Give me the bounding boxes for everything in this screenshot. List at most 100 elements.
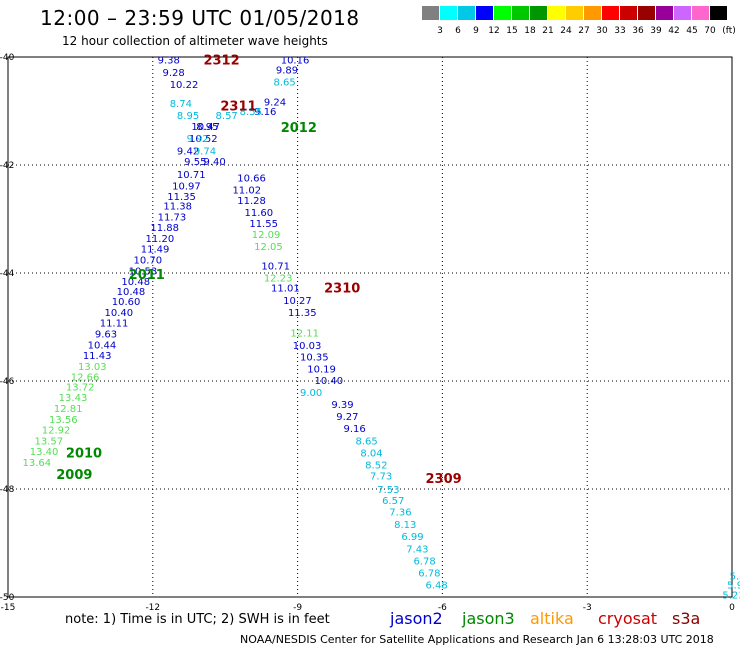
color-swatch (458, 6, 475, 20)
data-point-jason2: 11.60 (245, 208, 274, 219)
x-tick-label: -6 (438, 603, 447, 613)
track-label: 2009 (56, 468, 92, 483)
y-tick-label: -44 (0, 269, 15, 279)
y-tick-label: -42 (0, 161, 14, 171)
color-swatch (584, 6, 601, 20)
color-legend-label: 39 (650, 26, 662, 36)
data-point-jason2: 10.53 (129, 266, 158, 277)
track-label: 2011 (129, 268, 165, 283)
data-point-jason2: 9.16 (343, 424, 365, 435)
color-swatch (674, 6, 691, 20)
color-swatch (638, 6, 655, 20)
color-legend-label: 42 (668, 26, 680, 36)
color-swatch (440, 6, 457, 20)
track-label: 2010 (66, 446, 102, 461)
color-swatch (566, 6, 583, 20)
color-legend-label: 30 (596, 26, 608, 36)
data-point-jason2: 11.01 (271, 284, 300, 295)
data-point-jason2: 10.22 (170, 80, 199, 91)
data-point-jason2-cyan: 5.23 (722, 590, 740, 601)
data-point-jason2: 11.43 (83, 351, 112, 362)
color-swatch (710, 6, 727, 20)
data-point-jason2: 11.02 (232, 185, 261, 196)
data-point-jason2-cyan: 8.95 (177, 111, 199, 122)
data-point-jason2: 11.73 (158, 212, 187, 223)
color-legend-label: 70 (704, 26, 716, 36)
data-point-jason2: 9.27 (336, 412, 358, 423)
color-legend-label: 27 (578, 26, 590, 36)
data-point-jason2-cyan: 8.55 (240, 107, 262, 118)
plot-frame (7, 56, 733, 598)
satellite-legend-s3a: s3a (672, 609, 701, 628)
color-swatch (494, 6, 511, 20)
color-legend-label: 15 (506, 26, 518, 36)
data-point-jason3: 13.57 (35, 436, 64, 447)
data-point-jason3: 12.92 (42, 426, 71, 437)
data-point-jason2: 10.16 (281, 56, 310, 67)
track-label: 2312 (203, 54, 239, 69)
color-legend-label: 21 (542, 26, 554, 36)
track-label: 2012 (281, 121, 317, 136)
color-swatch (602, 6, 619, 20)
data-point-jason2: 9.24 (264, 97, 286, 108)
data-point-jason2: 9.89 (276, 65, 298, 76)
x-tick-label: -3 (583, 603, 592, 613)
data-point-jason3: 12.66 (71, 373, 100, 384)
data-point-jason2-cyan: 6.57 (382, 496, 404, 507)
data-point-jason2: 10.40 (105, 308, 134, 319)
data-point-jason3: 12.81 (54, 404, 83, 415)
data-point-jason3: 12.09 (252, 230, 281, 241)
color-swatch (692, 6, 709, 20)
data-point-jason3: 12.11 (290, 328, 319, 339)
data-point-jason2: 11.49 (141, 245, 170, 256)
data-point-jason2: 10.35 (300, 353, 329, 364)
color-legend-label: 9 (473, 26, 479, 36)
data-point-jason2: 11.28 (237, 196, 266, 207)
color-legend-label: 12 (488, 26, 500, 36)
data-point-jason2: 9.39 (331, 400, 353, 411)
data-point-jason2-cyan: 9.74 (194, 146, 216, 157)
data-point-jason2-cyan: 9.92 (187, 134, 209, 145)
data-point-jason2: 10.27 (283, 296, 312, 307)
color-legend-label: 33 (614, 26, 626, 36)
data-point-jason2: 10.48 (121, 277, 150, 288)
color-legend-label: 18 (524, 26, 536, 36)
data-point-jason2-cyan: 8.65 (273, 77, 295, 88)
note-text: note: 1) Time is in UTC; 2) SWH is in fe… (65, 612, 330, 627)
data-point-jason2-cyan: 6.99 (401, 532, 423, 543)
color-swatch (530, 6, 547, 20)
data-point-jason2: 11.20 (146, 234, 175, 245)
data-point-jason2: 11.38 (163, 202, 192, 213)
data-point-jason2: 9.16 (254, 107, 276, 118)
x-tick-label: -12 (145, 603, 160, 613)
data-point-jason3: 13.43 (59, 393, 88, 404)
y-tick-label: -40 (0, 53, 15, 63)
data-point-jason2: 10.70 (133, 256, 162, 267)
footer-credit: NOAA/NESDIS Center for Satellite Applica… (240, 633, 714, 646)
data-point-jason3: 13.64 (22, 458, 51, 469)
page-title: 12:00 – 23:59 UTC 01/05/2018 (40, 6, 360, 30)
data-point-jason2-cyan: 8.04 (360, 448, 382, 459)
track-label: 2310 (324, 282, 360, 297)
color-legend-label: 3 (437, 26, 443, 36)
data-point-jason2: 9.55 (184, 157, 206, 168)
data-point-jason2-cyan: 7.53 (377, 485, 399, 496)
color-swatch (548, 6, 565, 20)
data-point-jason2-cyan: 5.8 (730, 571, 740, 582)
color-legend-label: 6 (455, 26, 461, 36)
color-swatch (422, 6, 439, 20)
color-swatch (656, 6, 673, 20)
satellite-legend-cryosat: cryosat (598, 609, 658, 628)
data-point-jason2-cyan: 6.78 (413, 556, 435, 567)
data-point-jason2: 11.55 (249, 219, 278, 230)
data-point-jason2: 10.71 (177, 170, 206, 181)
data-point-jason2: 9.42 (177, 146, 199, 157)
data-point-jason2: 9.38 (158, 56, 180, 67)
color-swatch (620, 6, 637, 20)
data-point-jason3: 13.40 (30, 447, 59, 458)
data-point-jason2: 10.48 (117, 287, 146, 298)
data-point-jason2: 9.63 (95, 329, 117, 340)
x-tick-label: -15 (1, 603, 16, 613)
